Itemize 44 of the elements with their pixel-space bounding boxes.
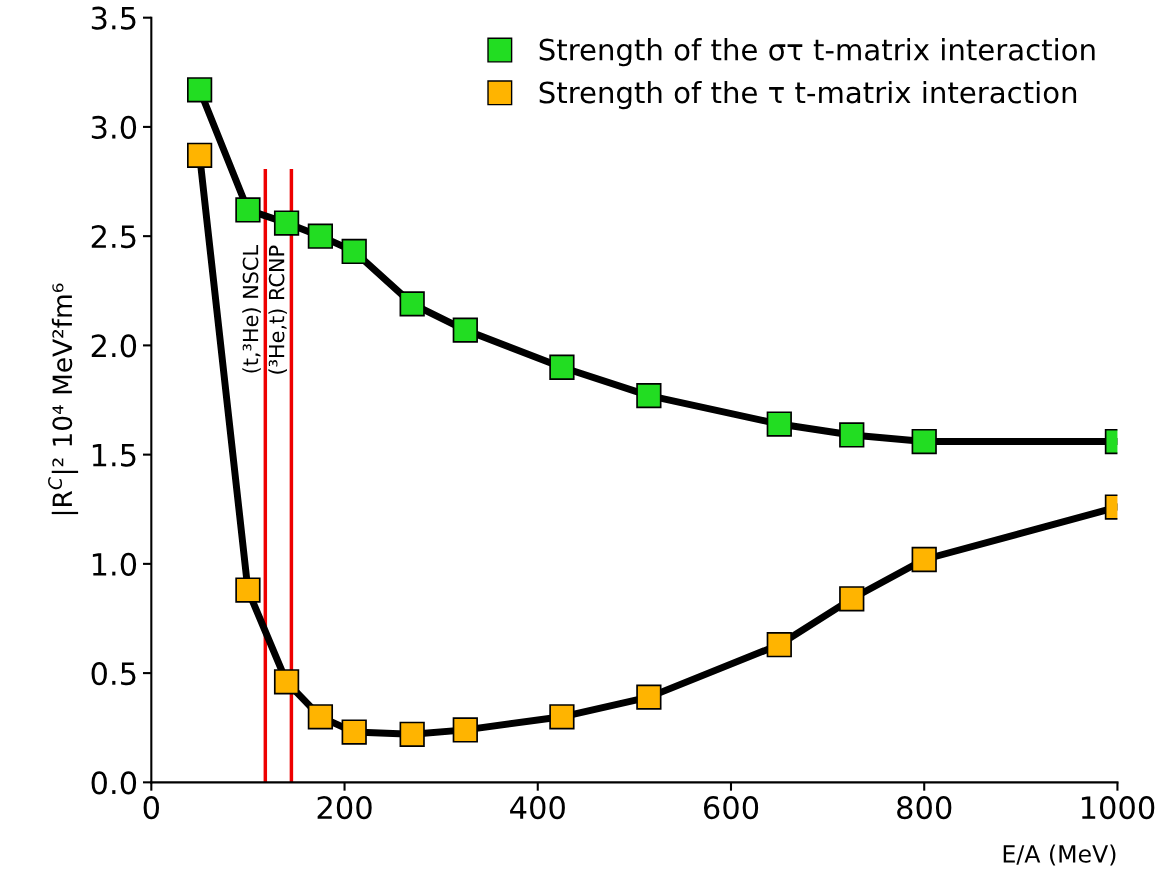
point bbox=[273, 669, 300, 695]
point bbox=[307, 704, 334, 730]
point bbox=[341, 238, 367, 265]
x-tick-label: 800 bbox=[897, 796, 952, 820]
point bbox=[636, 684, 662, 710]
point bbox=[911, 546, 937, 573]
point bbox=[549, 354, 575, 380]
x-axis-title: E/A (MeV) bbox=[1003, 844, 1116, 866]
point bbox=[186, 77, 213, 103]
legend-label: Strength of the στ t-matrix interaction bbox=[539, 38, 1095, 67]
y-tick-label: 1.0 bbox=[92, 552, 137, 576]
y-tick-label: 1.5 bbox=[92, 443, 136, 467]
point bbox=[839, 586, 865, 612]
ref-line-label: (t,³He) NSCL bbox=[242, 245, 261, 373]
point bbox=[911, 428, 937, 455]
x-tick-label: 400 bbox=[510, 796, 565, 820]
y-tick-label: 2.0 bbox=[91, 334, 137, 358]
y-tick-label: 0.5 bbox=[91, 662, 136, 686]
point bbox=[452, 317, 478, 343]
point bbox=[341, 719, 367, 745]
point bbox=[839, 422, 865, 448]
point bbox=[307, 223, 334, 249]
y-tick-label: 3.0 bbox=[91, 115, 137, 139]
point bbox=[636, 382, 662, 409]
x-tick-label: 600 bbox=[703, 796, 759, 820]
y-tick-label: 0.0 bbox=[91, 771, 137, 795]
point bbox=[399, 291, 425, 317]
point bbox=[235, 197, 261, 223]
legend-label: Strength of the τ t-matrix interaction bbox=[539, 80, 1077, 110]
point bbox=[766, 632, 792, 658]
point bbox=[186, 142, 213, 168]
y-tick-label: 3.5 bbox=[91, 6, 136, 30]
point bbox=[399, 721, 425, 747]
ref-line-label: (³He,t) RCNP bbox=[268, 245, 287, 374]
y-axis-title: |R$^{C}$|² 10⁴ MeV²fm⁶ bbox=[48, 283, 79, 515]
point bbox=[766, 411, 792, 437]
x-tick-label: 1000 bbox=[1081, 796, 1155, 820]
point bbox=[549, 704, 575, 730]
point bbox=[273, 210, 300, 236]
x-tick-label: 200 bbox=[317, 796, 372, 820]
point bbox=[452, 717, 478, 743]
y-tick-label: 2.5 bbox=[91, 225, 136, 249]
x-tick-label: 0 bbox=[143, 796, 160, 820]
point bbox=[235, 577, 261, 603]
